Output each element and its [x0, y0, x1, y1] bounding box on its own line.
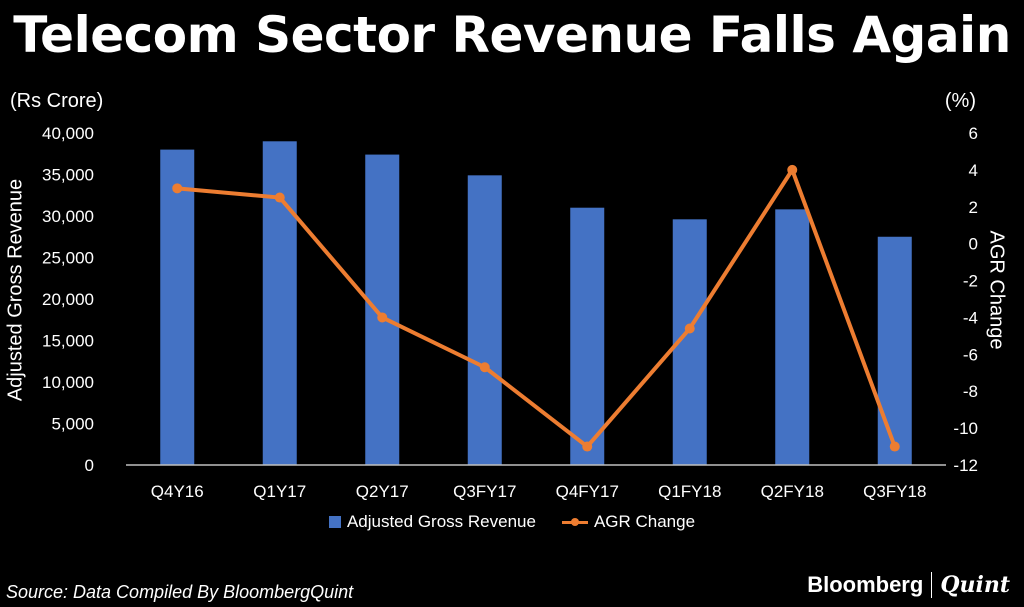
left-tick-label: 5,000	[51, 415, 94, 434]
x-tick-label: Q2Y17	[356, 482, 409, 501]
left-axis-unit: (Rs Crore)	[10, 90, 104, 112]
legend-item-agr-change: AGR Change	[561, 512, 696, 532]
revenue-bar	[467, 175, 502, 465]
agr-change-point	[274, 192, 285, 203]
right-tick-label: -8	[963, 382, 978, 401]
x-tick-label: Q1Y17	[253, 482, 306, 501]
left-tick-label: 35,000	[42, 166, 94, 185]
right-tick-label: -10	[953, 419, 978, 438]
agr-change-point	[582, 441, 593, 452]
right-tick-label: 6	[969, 124, 978, 143]
x-tick-label: Q4Y16	[151, 482, 204, 501]
left-tick-label: 20,000	[42, 290, 94, 309]
revenue-bar	[775, 209, 810, 465]
legend-swatch-bar	[328, 516, 341, 528]
brand-logo: Bloomberg Quint	[807, 572, 1010, 598]
brand-primary: Bloomberg	[807, 572, 924, 597]
revenue-bar	[570, 207, 605, 465]
revenue-bar	[262, 141, 297, 466]
chart-legend: Adjusted Gross Revenue AGR Change	[0, 512, 1024, 532]
chart-title: Telecom Sector Revenue Falls Again	[13, 6, 1011, 64]
source-note: Source: Data Compiled By BloombergQuint	[6, 582, 354, 602]
revenue-bar	[160, 149, 195, 465]
left-tick-label: 15,000	[42, 332, 94, 351]
left-tick-label: 30,000	[42, 207, 94, 226]
agr-change-point	[889, 441, 900, 452]
agr-change-point	[377, 312, 388, 323]
right-tick-label: -6	[963, 345, 978, 364]
left-tick-label: 40,000	[42, 124, 94, 143]
right-tick-label: 2	[969, 198, 978, 217]
brand-secondary: Quint	[940, 572, 1010, 598]
right-tick-label: -4	[963, 308, 978, 327]
brand-divider	[931, 572, 933, 598]
agr-change-point	[787, 164, 798, 175]
left-tick-label: 0	[85, 456, 94, 475]
right-tick-label: 0	[969, 235, 978, 254]
x-tick-label: Q3FY17	[453, 482, 516, 501]
agr-change-point	[172, 183, 183, 194]
x-tick-label: Q1FY18	[658, 482, 721, 501]
right-tick-label: 4	[969, 161, 978, 180]
right-axis-unit: (%)	[944, 90, 976, 112]
agr-change-point	[684, 323, 695, 334]
x-tick-label: Q4FY17	[556, 482, 619, 501]
left-tick-label: 25,000	[42, 249, 94, 268]
revenue-bar	[365, 154, 400, 465]
revenue-bar	[877, 236, 912, 465]
x-tick-label: Q2FY18	[761, 482, 824, 501]
legend-label-revenue: Adjusted Gross Revenue	[346, 512, 536, 531]
legend-item-revenue: Adjusted Gross Revenue	[328, 512, 536, 532]
legend-label-agr-change: AGR Change	[593, 512, 696, 531]
legend-swatch-line	[561, 516, 588, 528]
agr-change-point	[479, 362, 490, 373]
left-tick-label: 10,000	[42, 373, 94, 392]
x-tick-label: Q3FY18	[863, 482, 926, 501]
agr-change-line	[177, 167, 897, 449]
right-tick-label: -12	[953, 456, 978, 475]
right-tick-label: -2	[963, 272, 978, 291]
